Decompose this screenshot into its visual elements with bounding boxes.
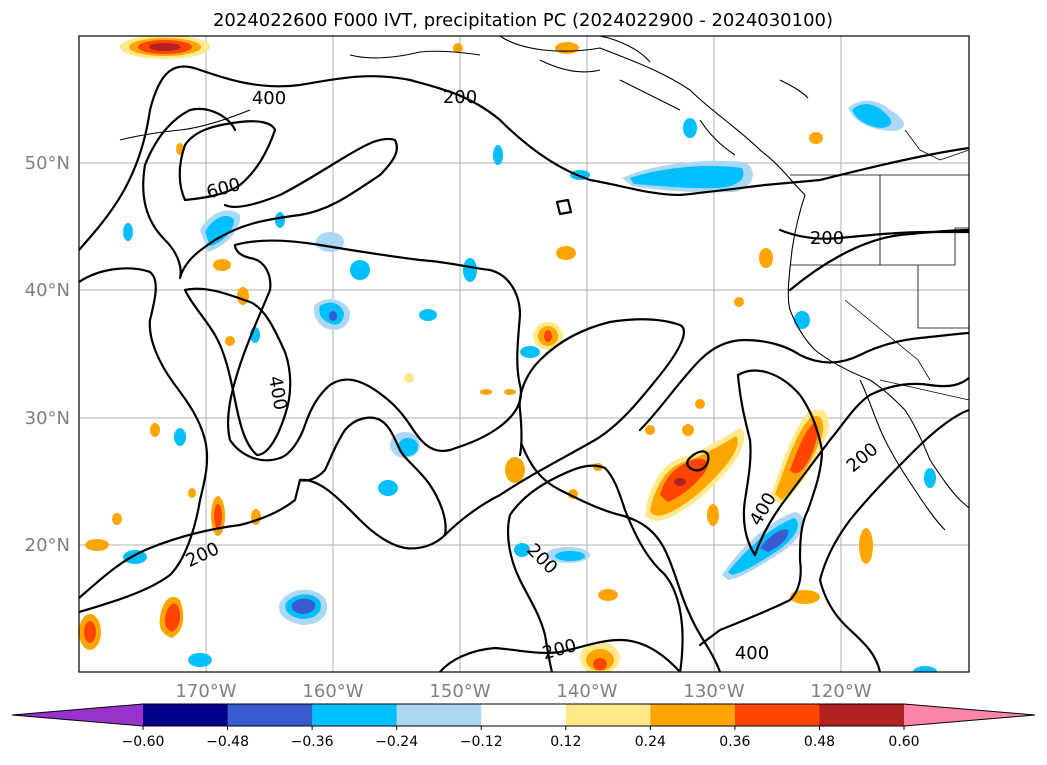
- colorbar-swatch: [312, 704, 398, 726]
- lon-tick-label: 140°W: [556, 681, 617, 702]
- colorbar-swatch: [565, 704, 651, 726]
- colorbar-label: −0.36: [291, 734, 334, 750]
- colorbar-label: −0.60: [122, 734, 165, 750]
- lat-tick-label: 20°N: [25, 535, 70, 556]
- lon-tick-label: 170°W: [175, 681, 236, 702]
- colorbar-swatch: [481, 704, 567, 726]
- map-frame: [78, 35, 970, 673]
- lon-tick-label: 150°W: [429, 681, 490, 702]
- lat-tick-label: 30°N: [25, 408, 70, 429]
- colorbar-swatch: [396, 704, 482, 726]
- lon-tick-label: 160°W: [302, 681, 363, 702]
- colorbar-label: −0.12: [460, 734, 503, 750]
- longitude-labels: 170°W 160°W 150°W 140°W 130°W 120°W: [175, 681, 871, 702]
- precip-pc-shading: [79, 36, 937, 672]
- contour-label: 200: [810, 228, 844, 249]
- colorbar-label: 0.24: [635, 734, 666, 750]
- coastlines: [119, 36, 969, 531]
- contour-label: 200: [443, 87, 477, 108]
- colorbar-label: −0.24: [375, 734, 418, 750]
- colorbar-swatch: [650, 704, 736, 726]
- lon-tick-label: 130°W: [683, 681, 744, 702]
- latitude-labels: 50°N 40°N 30°N 20°N: [25, 153, 70, 556]
- contour-label: 400: [735, 643, 769, 664]
- colorbar-extend-low: [12, 704, 143, 726]
- contour-label: 600: [204, 174, 243, 203]
- figure-title: 2024022600 F000 IVT, precipitation PC (2…: [213, 10, 833, 31]
- colorbar-label: 0.48: [804, 734, 835, 750]
- lat-tick-label: 50°N: [25, 153, 70, 174]
- state-borders: [790, 129, 969, 401]
- colorbar-swatch: [734, 704, 820, 726]
- colorbar-label: 0.36: [719, 734, 750, 750]
- colorbar-swatch: [819, 704, 905, 726]
- contour-label: 400: [264, 374, 291, 411]
- colorbar-swatch: [227, 704, 313, 726]
- contour-label: 400: [252, 88, 286, 109]
- ivt-contours: [79, 65, 969, 672]
- contour-label: 200: [843, 439, 883, 477]
- colorbar: −0.60 −0.48 −0.36 −0.24 −0.12 0.12 0.24 0.36 0.4…: [11, 703, 1036, 750]
- colorbar-swatch: [143, 704, 229, 726]
- colorbar-label: −0.48: [206, 734, 249, 750]
- colorbar-label: 0.12: [550, 734, 581, 750]
- lat-tick-label: 40°N: [25, 280, 70, 301]
- lon-tick-label: 120°W: [810, 681, 871, 702]
- colorbar-extend-high: [904, 704, 1035, 726]
- colorbar-label: 0.60: [888, 734, 919, 750]
